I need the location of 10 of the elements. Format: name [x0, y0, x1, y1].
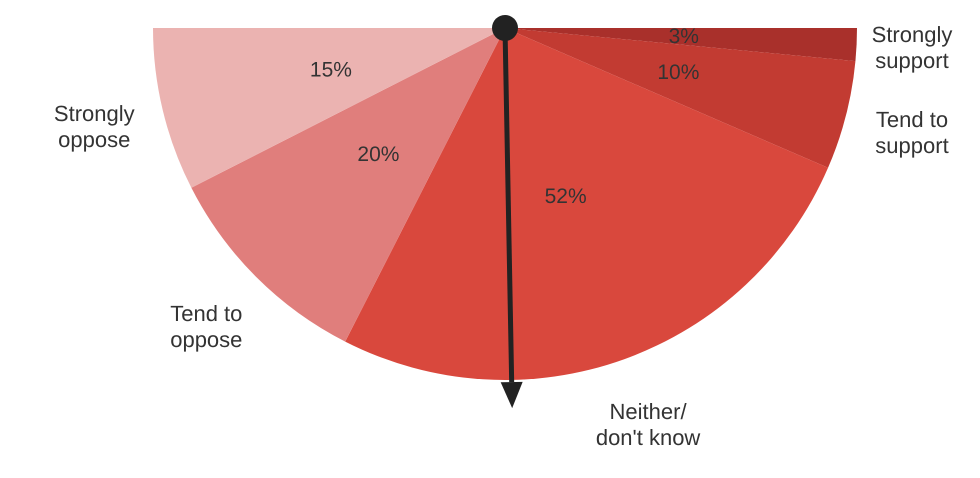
data-label: 20%: [357, 143, 400, 166]
data-label: 3%: [668, 24, 699, 48]
data-label: 52%: [544, 184, 587, 208]
data-label: 15%: [310, 58, 352, 82]
data-label: 10%: [657, 61, 700, 84]
slice-label: Tend to support: [874, 107, 950, 160]
slice-label: Neither/ don't know: [594, 399, 702, 452]
slice-label: Strongly support: [870, 22, 954, 74]
slice-label: Tend to oppose: [169, 300, 244, 353]
slice-label: Strongly oppose: [52, 100, 136, 153]
